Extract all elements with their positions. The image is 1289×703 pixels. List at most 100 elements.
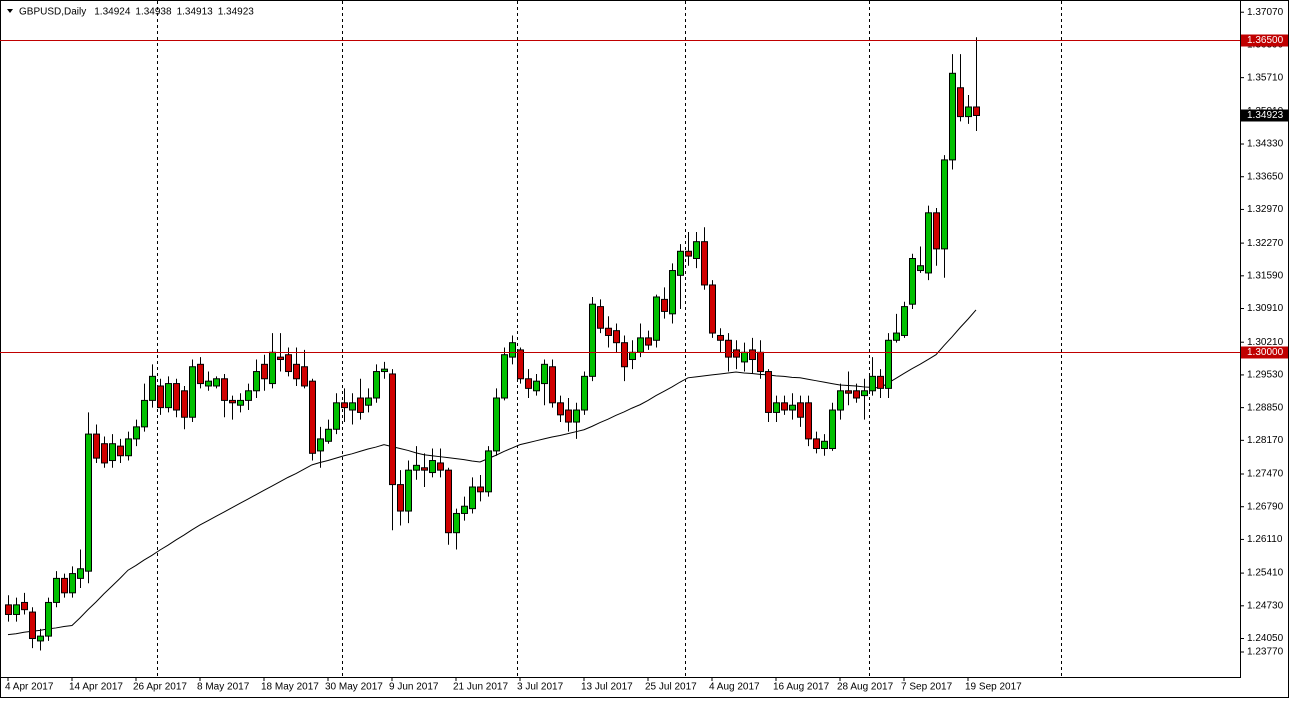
candle-body: [413, 464, 420, 471]
candle-body: [853, 390, 860, 399]
y-tick-label: 1.34330: [1247, 139, 1284, 150]
candle-body: [381, 368, 388, 373]
candle: [301, 349, 308, 389]
candle: [869, 357, 876, 396]
candle: [397, 470, 404, 526]
y-tick-label: 1.31590: [1247, 270, 1284, 281]
price-label: 1.30000: [1247, 347, 1284, 358]
candle: [805, 395, 812, 447]
price-label: 1.36500: [1247, 35, 1284, 46]
x-tick-label: 21 Jun 2017: [453, 682, 508, 693]
candle: [669, 263, 676, 324]
candle-body: [685, 250, 692, 257]
candle-body: [877, 375, 884, 389]
candle-body: [605, 327, 612, 336]
price-label-box: [1241, 34, 1288, 47]
candle: [973, 37, 980, 132]
candle: [541, 359, 548, 406]
x-tick-label: 28 Aug 2017: [837, 682, 894, 693]
candle: [557, 395, 564, 423]
candle-body: [661, 298, 668, 312]
candle: [605, 316, 612, 348]
y-tick-label: 1.24730: [1247, 600, 1284, 611]
candle-body: [613, 330, 620, 344]
candle-body: [813, 438, 820, 450]
candle-body: [573, 409, 580, 423]
x-tick-label: 4 Apr 2017: [5, 682, 54, 693]
candle-body: [269, 351, 276, 385]
candle: [653, 294, 660, 348]
candle-body: [77, 568, 84, 579]
candle: [437, 448, 444, 478]
candle: [749, 337, 756, 374]
candle: [317, 426, 324, 468]
candle: [565, 398, 572, 432]
dropdown-arrow: [7, 9, 13, 13]
candle-body: [693, 241, 700, 260]
candle-body: [517, 349, 524, 380]
x-tick-label: 26 Apr 2017: [133, 682, 187, 693]
candle: [789, 393, 796, 420]
candle: [165, 376, 172, 413]
candle-body: [245, 390, 252, 401]
candle-body: [221, 378, 228, 401]
candle-body: [925, 212, 932, 274]
y-tick-label: 1.30910: [1247, 303, 1284, 314]
x-tick-label: 8 May 2017: [197, 682, 250, 693]
candle-body: [845, 390, 852, 394]
candle-body: [749, 349, 756, 361]
candle-body: [29, 611, 36, 640]
candle-body: [13, 604, 20, 615]
y-tick-label: 1.28850: [1247, 402, 1284, 413]
candle: [205, 371, 212, 391]
candle-body: [629, 351, 636, 361]
candle-body: [101, 443, 108, 464]
candle-body: [333, 402, 340, 430]
candle-body: [869, 375, 876, 392]
candle: [941, 155, 948, 278]
y-tick-label: 1.33650: [1247, 171, 1284, 182]
candle-body: [53, 577, 60, 603]
candle: [221, 373, 228, 418]
candle: [61, 573, 68, 598]
candle-body: [461, 505, 468, 514]
candle: [845, 371, 852, 406]
candle: [389, 369, 396, 531]
y-tick-label: 1.29530: [1247, 370, 1284, 381]
candle: [957, 54, 964, 122]
candle-body: [885, 339, 892, 389]
candle: [189, 359, 196, 423]
chart-title: GBPUSD,Daily: [19, 7, 86, 18]
candle: [197, 357, 204, 389]
y-tick-label: 1.23770: [1247, 647, 1284, 658]
y-tick-label: 1.32970: [1247, 204, 1284, 215]
candle: [717, 328, 724, 353]
candle-body: [957, 87, 964, 118]
candle: [45, 597, 52, 641]
candle: [533, 373, 540, 396]
x-tick-label: 16 Aug 2017: [773, 682, 830, 693]
candle-body: [365, 397, 372, 406]
candle-body: [485, 450, 492, 493]
candle: [517, 347, 524, 384]
candle: [117, 438, 124, 463]
candle: [813, 431, 820, 454]
candle-body: [581, 375, 588, 411]
candle: [781, 395, 788, 415]
grid-layer: [157, 1, 1062, 677]
candle: [837, 383, 844, 420]
candle-body: [821, 440, 828, 450]
candle-body: [317, 438, 324, 452]
candle-body: [445, 469, 452, 534]
candle-body: [917, 265, 924, 272]
candle: [141, 383, 148, 432]
candle: [573, 402, 580, 439]
candle-body: [373, 371, 380, 399]
candle: [413, 446, 420, 480]
y-tick-label: 1.30210: [1247, 337, 1284, 348]
candle-body: [45, 601, 52, 637]
candle: [245, 383, 252, 411]
candle: [853, 383, 860, 403]
candle: [645, 330, 652, 350]
